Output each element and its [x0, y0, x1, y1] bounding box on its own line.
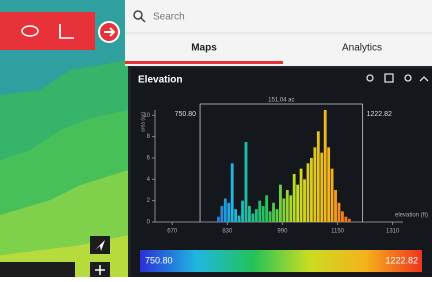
histogram-bar [327, 147, 330, 222]
histogram-bar [341, 211, 344, 222]
tab[interactable]: Analytics [342, 43, 382, 54]
active-tab-indicator [125, 61, 283, 64]
histogram-bar [307, 163, 310, 222]
histogram-bar [220, 206, 223, 222]
histogram-bar [317, 131, 320, 222]
histogram-bar [234, 209, 237, 222]
histogram-bar [331, 169, 334, 222]
histogram-bar [293, 174, 296, 222]
x-axis-label: elevation (ft) [395, 213, 428, 219]
toolbar [0, 12, 95, 50]
screen: Search Maps Analytics Elevation 02468106… [0, 0, 432, 277]
histogram-bar [255, 209, 258, 222]
histogram-bar [227, 203, 230, 222]
histogram-bar [324, 110, 327, 222]
x-tick-label: 1310 [386, 229, 400, 235]
histogram-bar [245, 142, 248, 222]
selection-high-label: 1222.82 [367, 111, 392, 118]
histogram-bar [251, 213, 254, 222]
histogram-bar [279, 185, 282, 222]
histogram-bar [231, 163, 234, 222]
histogram-bar [217, 217, 220, 222]
x-tick-label: 1150 [331, 229, 345, 235]
histogram-bar [334, 190, 337, 222]
histogram-bar [269, 211, 272, 222]
colorbar-high-label: 1222.82 [385, 255, 418, 265]
histogram-bar [265, 195, 268, 222]
y-axis-label: area (ac) [140, 112, 146, 132]
x-tick-label: 990 [277, 229, 288, 235]
histogram-bar [338, 203, 341, 222]
histogram-bar [313, 147, 316, 222]
histogram-bar [348, 219, 351, 222]
histogram-bar [286, 190, 289, 222]
histogram-bar [258, 201, 261, 222]
histogram-bar [241, 201, 244, 222]
histogram-bar [300, 169, 303, 222]
histogram-bar [272, 203, 275, 222]
histogram-bar [262, 206, 265, 222]
selection-area-label: 151.04 ac [268, 98, 294, 104]
panel-title: Elevation [138, 75, 182, 86]
x-tick-label: 830 [222, 229, 233, 235]
histogram-bar [344, 217, 347, 222]
histogram-bar [276, 209, 279, 222]
histogram-bar [296, 185, 299, 222]
histogram-bar [303, 179, 306, 222]
histogram-bar [282, 199, 285, 222]
search-input[interactable]: Search [153, 12, 185, 23]
histogram-bar [238, 216, 241, 222]
selection-low-label: 750.80 [175, 111, 197, 118]
x-tick-label: 670 [167, 229, 178, 235]
histogram-bar [248, 206, 251, 222]
histogram-bar [224, 199, 227, 222]
colorbar [140, 250, 422, 272]
histogram-bar [310, 158, 313, 222]
app: Search Maps Analytics Elevation 02468106… [0, 0, 432, 277]
colorbar-low-label: 750.80 [145, 255, 173, 265]
histogram-bar [320, 153, 323, 222]
histogram-bar [289, 195, 292, 222]
tab[interactable]: Maps [191, 43, 217, 54]
